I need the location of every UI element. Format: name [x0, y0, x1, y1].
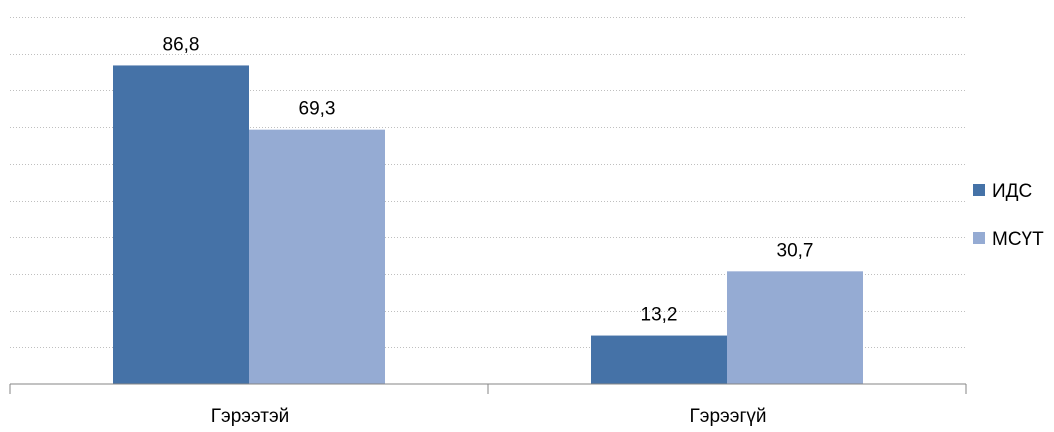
data-label: 30,7	[777, 240, 814, 261]
bar	[591, 335, 727, 384]
x-tick-label: Гэрээтэй	[211, 406, 290, 427]
bar	[727, 271, 863, 384]
bars-group: 86,8 13,2 69,3 30,7	[113, 34, 863, 384]
legend-label-msut: МСҮТ	[992, 229, 1044, 250]
data-label: 13,2	[641, 305, 678, 326]
legend-swatch-ids	[973, 184, 985, 196]
legend: ИДС МСҮТ	[973, 181, 1044, 250]
legend-swatch-msut	[973, 232, 985, 244]
x-tick-label: Гэрээгүй	[690, 406, 767, 427]
legend-label-ids: ИДС	[992, 181, 1032, 202]
bar	[249, 129, 385, 384]
bar	[113, 65, 249, 384]
x-tick-labels: Гэрээтэй Гэрээгүй	[211, 406, 767, 427]
data-label: 69,3	[299, 99, 336, 120]
data-label: 86,8	[163, 34, 200, 55]
x-axis	[9, 383, 967, 394]
